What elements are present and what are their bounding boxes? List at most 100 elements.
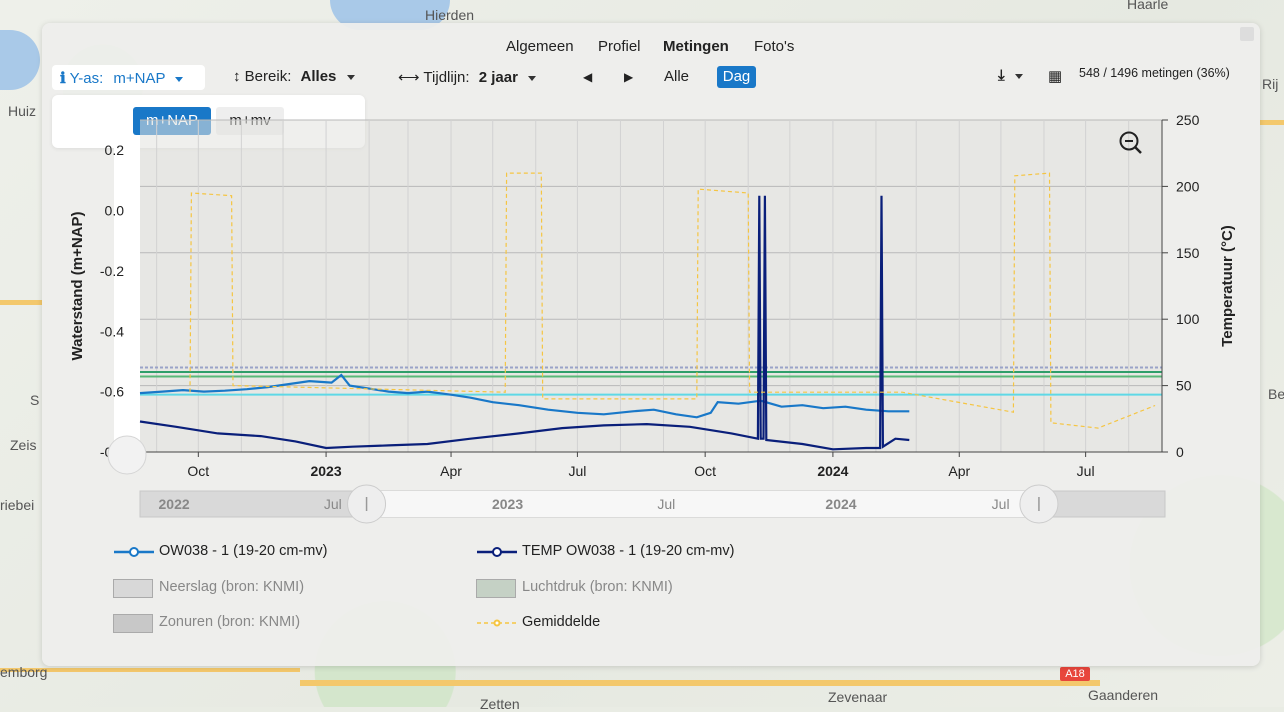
navigator[interactable]: 2022 Jul 2023 Jul 2024 Jul xyxy=(107,435,1166,524)
bereik-label: Bereik: xyxy=(244,68,292,85)
zoom-out-button[interactable] xyxy=(1119,131,1142,154)
legend-item[interactable]: OW038 - 1 (19-20 cm-mv) xyxy=(113,543,453,563)
map-label: Rij xyxy=(1262,76,1279,92)
map-label: emborg xyxy=(0,664,48,680)
map-label: S xyxy=(30,392,40,408)
navigator-label: Jul xyxy=(324,496,342,512)
x-tick-label: 2023 xyxy=(310,463,341,479)
previous-period-button[interactable]: ◀ xyxy=(583,70,592,84)
y-tick-label: -0.2 xyxy=(100,263,124,279)
y-tick-label: -0.6 xyxy=(100,384,124,400)
legend-item[interactable]: Gemiddelde xyxy=(476,614,816,634)
table-icon: ▦ xyxy=(1048,68,1063,85)
navigator-label: Jul xyxy=(992,496,1010,512)
y-range-handle[interactable] xyxy=(107,435,147,475)
tab-profiel[interactable]: Profiel xyxy=(598,38,641,55)
y2-axis-title: Temperatuur (°C) xyxy=(1219,225,1236,347)
table-button[interactable]: ▦ xyxy=(1048,67,1062,85)
tab-algemeen[interactable]: Algemeen xyxy=(506,38,574,55)
legend-label: TEMP OW038 - 1 (19-20 cm-mv) xyxy=(522,543,735,559)
zoom-out-icon xyxy=(1119,131,1139,151)
legend-swatch-box xyxy=(476,579,516,598)
y2-tick-label: 50 xyxy=(1176,378,1192,394)
legend-label: Luchtdruk (bron: KNMI) xyxy=(522,579,673,595)
legend-swatch-line xyxy=(477,547,517,557)
tijdlijn-value: 2 jaar xyxy=(478,69,518,86)
info-icon: ℹ xyxy=(60,70,66,87)
legend-label: Gemiddelde xyxy=(522,614,601,630)
legend-swatch-box xyxy=(113,614,153,633)
y-axis-title: Waterstand (m+NAP) xyxy=(69,211,86,360)
legend-label: Zonuren (bron: KNMI) xyxy=(159,614,301,630)
legend-swatch-line xyxy=(114,547,154,557)
x-tick-label: Jul xyxy=(1077,463,1095,479)
chevron-down-icon xyxy=(175,76,184,82)
alle-button[interactable]: Alle xyxy=(664,68,690,85)
map-label: Zeis xyxy=(10,437,37,453)
caret-left-icon: ◀ xyxy=(583,70,593,84)
map-road xyxy=(300,680,1100,686)
download-icon: ⤓ xyxy=(998,67,1005,84)
y2-tick-label: 0 xyxy=(1176,444,1184,460)
zoom-out-icon-handle xyxy=(1134,146,1142,154)
legend-label: Neerslag (bron: KNMI) xyxy=(159,579,305,595)
legend-swatch-box xyxy=(113,579,153,598)
x-tick-label: Apr xyxy=(440,463,462,479)
legend-swatch-line xyxy=(477,619,517,627)
dag-button[interactable]: Dag xyxy=(717,66,756,88)
map-label: Zevenaar xyxy=(828,689,888,705)
chevron-down-icon xyxy=(1014,73,1023,79)
road-badge: A18 xyxy=(1060,667,1090,681)
legend-item[interactable]: Zonuren (bron: KNMI) xyxy=(113,614,453,634)
series-line-0 xyxy=(139,373,910,419)
map-road xyxy=(1260,120,1284,125)
x-tick-label: Jul xyxy=(568,463,586,479)
map-label: Gaanderen xyxy=(1088,687,1159,703)
tab-fotos[interactable]: Foto's xyxy=(754,38,795,55)
x-tick-label: Oct xyxy=(187,463,209,479)
axes: -0.8-0.6-0.4-0.20.00.2050100150200250Oct… xyxy=(100,112,1200,479)
map-label: Hierden xyxy=(425,7,475,23)
menu-shadow-strip xyxy=(114,148,140,468)
legend-item[interactable]: TEMP OW038 - 1 (19-20 cm-mv) xyxy=(476,543,816,563)
y-axis-label: Y-as: xyxy=(69,70,104,87)
series-line-1 xyxy=(139,195,910,451)
map-label: riebei xyxy=(0,497,35,513)
grid xyxy=(140,119,1162,453)
map-label: Haarle xyxy=(1127,0,1169,12)
y-axis-dropdown[interactable]: ℹ Y-as: m+NAP xyxy=(52,65,205,90)
measurement-count: 548 / 1496 metingen (36%) xyxy=(1079,66,1230,80)
horizontal-arrows-icon: ⟷ xyxy=(398,69,420,86)
vertical-arrows-icon: ↕ xyxy=(233,68,241,85)
navigator-label: Jul xyxy=(657,496,675,512)
legend-label: OW038 - 1 (19-20 cm-mv) xyxy=(159,543,328,559)
bereik-dropdown[interactable]: ↕ Bereik: Alles xyxy=(233,68,355,85)
next-period-button[interactable]: ▶ xyxy=(624,70,633,84)
x-tick-label: Apr xyxy=(948,463,970,479)
chevron-down-icon xyxy=(346,74,355,80)
legend-item[interactable]: Neerslag (bron: KNMI) xyxy=(113,579,453,599)
bereik-value: Alles xyxy=(300,68,337,85)
series-lines xyxy=(139,172,1156,451)
series-line-2 xyxy=(189,172,1156,429)
plot-area xyxy=(140,120,1162,452)
y-axis-value: m+NAP xyxy=(113,70,166,87)
navigator-selection[interactable] xyxy=(366,491,1039,517)
y-tick-label: 0.2 xyxy=(105,142,125,158)
y2-tick-label: 200 xyxy=(1176,178,1200,194)
navigator-label: 2023 xyxy=(492,496,523,512)
caret-right-icon: ▶ xyxy=(624,70,634,84)
legend-marker xyxy=(129,547,139,557)
y-tick-label: 0.0 xyxy=(105,203,125,219)
navigator-label: 2024 xyxy=(825,496,856,512)
tijdlijn-label: Tijdlijn: xyxy=(423,69,470,86)
legend-item[interactable]: Luchtdruk (bron: KNMI) xyxy=(476,579,816,599)
tijdlijn-dropdown[interactable]: ⟷ Tijdlijn: 2 jaar xyxy=(398,68,537,86)
map-label: Be xyxy=(1268,386,1284,402)
close-icon[interactable] xyxy=(1240,27,1254,41)
chevron-down-icon xyxy=(528,75,537,81)
download-button[interactable]: ⤓ xyxy=(998,67,1023,84)
tab-metingen[interactable]: Metingen xyxy=(663,38,729,55)
reference-lines xyxy=(140,366,1162,396)
